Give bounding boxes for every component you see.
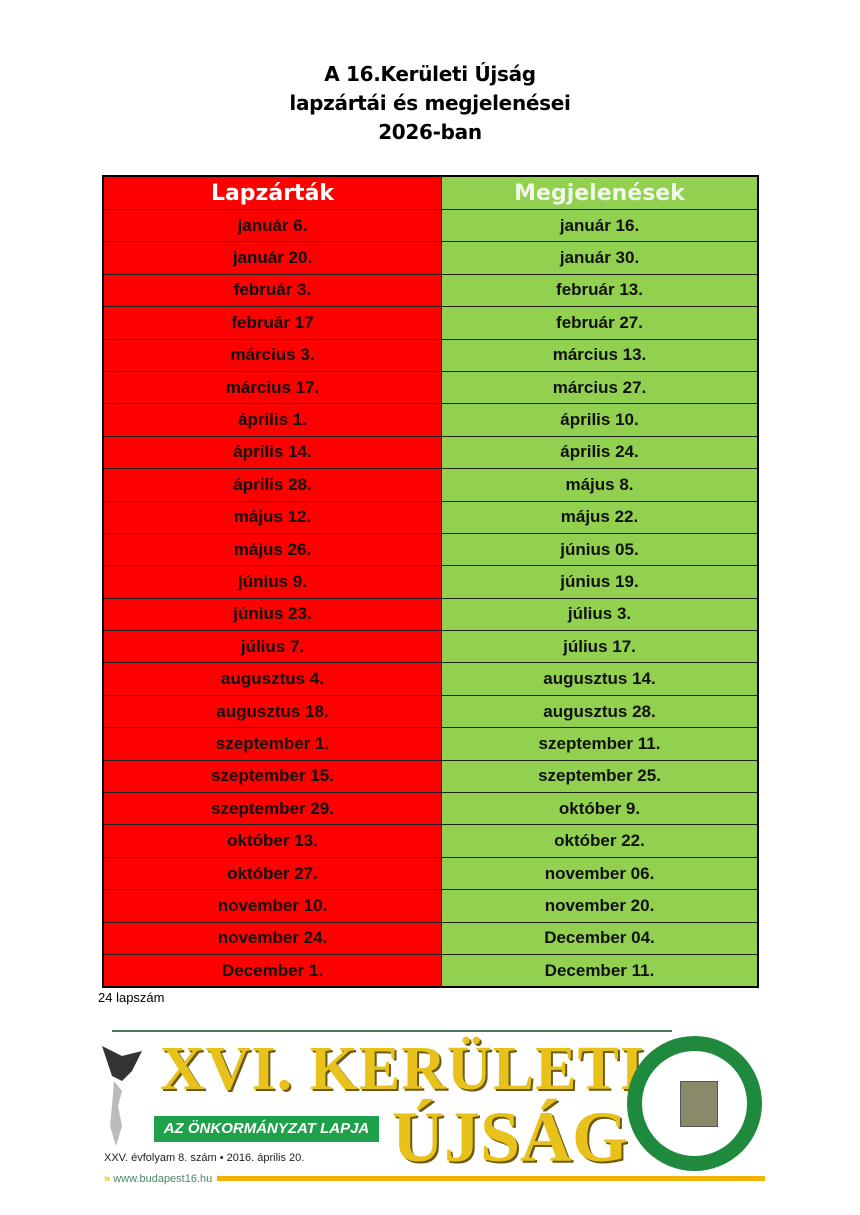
deadline-cell: február 3. (102, 273, 442, 308)
table-row: május 12. május 22. (102, 500, 759, 534)
table-row: augusztus 4. augusztus 14. (102, 662, 759, 696)
publication-cell: június 05. (441, 532, 759, 567)
publication-cell: December 04. (441, 921, 759, 955)
deadline-cell: szeptember 1. (102, 727, 442, 761)
table-row: március 3. március 13. (102, 338, 759, 372)
publication-cell: március 13. (441, 338, 759, 372)
table-row: január 20. január 30. (102, 241, 759, 275)
deadline-cell: augusztus 18. (102, 694, 442, 729)
publication-cell: szeptember 11. (441, 727, 759, 761)
deadline-cell: május 12. (102, 500, 442, 534)
publication-cell: november 20. (441, 889, 759, 923)
table-row: augusztus 18. augusztus 28. (102, 694, 759, 729)
website-text: www.budapest16.hu (113, 1173, 213, 1185)
page-title: A 16.Kerületi Újság lapzártái és megjele… (0, 60, 860, 147)
publication-cell: október 9. (441, 792, 759, 826)
deadline-cell: augusztus 4. (102, 662, 442, 696)
table-row: December 1. December 11. (102, 953, 759, 988)
deadline-cell: július 7. (102, 630, 442, 664)
deadline-cell: június 23. (102, 597, 442, 632)
arrow-icon: » (104, 1173, 111, 1185)
table-row: október 27. november 06. (102, 856, 759, 891)
logo-title-line-1: XVI. KERÜLETI (160, 1035, 645, 1103)
deadline-cell: április 28. (102, 468, 442, 502)
newspaper-logo: XVI. KERÜLETI AZ ÖNKORMÁNYZAT LAPJA ÚJSÁ… (92, 1028, 768, 1193)
publication-cell: január 30. (441, 241, 759, 275)
table-row: szeptember 29. október 9. (102, 792, 759, 826)
deadline-cell: szeptember 29. (102, 792, 442, 826)
underline-bar (217, 1176, 765, 1181)
publication-cell: szeptember 25. (441, 759, 759, 794)
deadline-cell: március 17. (102, 370, 442, 405)
table-row: június 23. július 3. (102, 597, 759, 632)
table-row: április 1. április 10. (102, 403, 759, 437)
table-row: április 14. április 24. (102, 435, 759, 470)
publication-cell: február 13. (441, 273, 759, 308)
logo-title-line-2: ÚJSÁG (392, 1097, 629, 1177)
deadline-cell: november 24. (102, 921, 442, 955)
logo-subtitle: AZ ÖNKORMÁNYZAT LAPJA (154, 1116, 379, 1142)
table-row: június 9. június 19. (102, 565, 759, 599)
title-line-2: lapzártái és megjelenései (289, 91, 571, 115)
deadline-cell: május 26. (102, 532, 442, 567)
title-line-1: A 16.Kerületi Újság (324, 62, 536, 86)
table-row: január 6. január 16. (102, 208, 759, 243)
table-row: július 7. július 17. (102, 630, 759, 664)
deadline-cell: november 10. (102, 889, 442, 923)
table-row: szeptember 1. szeptember 11. (102, 727, 759, 761)
table-row: október 13. október 22. (102, 824, 759, 858)
table-row: május 26. június 05. (102, 532, 759, 567)
table-row: április 28. május 8. (102, 468, 759, 502)
header-megjelenesek: Megjelenések (441, 175, 759, 210)
table-row: március 17. március 27. (102, 370, 759, 405)
publication-cell: november 06. (441, 856, 759, 891)
publication-cell: augusztus 28. (441, 694, 759, 729)
publication-cell: május 8. (441, 468, 759, 502)
schedule-table: Lapzárták Megjelenések január 6. január 1… (102, 175, 759, 989)
table-row: november 24. December 04. (102, 921, 759, 955)
publication-cell: augusztus 14. (441, 662, 759, 696)
deadline-cell: június 9. (102, 565, 442, 599)
issue-info: XXV. évfolyam 8. szám • 2016. április 20… (104, 1152, 305, 1164)
website-link: » www.budapest16.hu (104, 1173, 212, 1185)
deadline-cell: február 17 (102, 306, 442, 340)
deadline-cell: December 1. (102, 953, 442, 988)
title-line-3: 2026-ban (378, 120, 482, 144)
deadline-cell: október 27. (102, 856, 442, 891)
publication-cell: október 22. (441, 824, 759, 858)
publication-cell: június 19. (441, 565, 759, 599)
table-row: szeptember 15. szeptember 25. (102, 759, 759, 794)
coat-of-arms-icon (680, 1081, 718, 1127)
publication-cell: július 3. (441, 597, 759, 632)
publication-cell: április 10. (441, 403, 759, 437)
header-lapzartak: Lapzárták (102, 175, 442, 210)
deadline-cell: január 20. (102, 241, 442, 275)
turul-bird-icon (102, 1046, 142, 1146)
deadline-cell: április 14. (102, 435, 442, 470)
table-row: február 17 február 27. (102, 306, 759, 340)
issue-count-note: 24 lapszám (98, 990, 165, 1005)
publication-cell: február 27. (441, 306, 759, 340)
deadline-cell: október 13. (102, 824, 442, 858)
district-seal-icon (627, 1036, 762, 1171)
table-row: február 3. február 13. (102, 273, 759, 308)
deadline-cell: január 6. (102, 208, 442, 243)
deadline-cell: április 1. (102, 403, 442, 437)
deadline-cell: szeptember 15. (102, 759, 442, 794)
publication-cell: május 22. (441, 500, 759, 534)
publication-cell: július 17. (441, 630, 759, 664)
table-row: november 10. november 20. (102, 889, 759, 923)
publication-cell: január 16. (441, 208, 759, 243)
deadline-cell: március 3. (102, 338, 442, 372)
publication-cell: március 27. (441, 370, 759, 405)
publication-cell: December 11. (441, 953, 759, 988)
publication-cell: április 24. (441, 435, 759, 470)
divider (112, 1030, 672, 1032)
